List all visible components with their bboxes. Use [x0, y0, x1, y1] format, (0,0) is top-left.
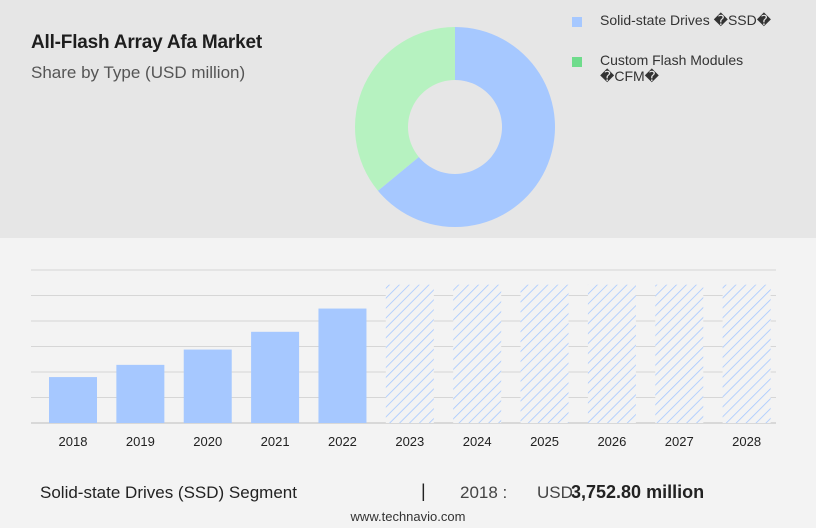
bar-marks	[49, 284, 771, 423]
tick-label-2027: 2027	[665, 434, 694, 449]
source-credit: www.technavio.com	[350, 509, 466, 524]
bar-2020	[183, 349, 232, 423]
bar-2024	[453, 284, 502, 423]
tick-label-2020: 2020	[193, 434, 222, 449]
tick-label-2018: 2018	[59, 434, 88, 449]
chart-title: All-Flash Array Afa Market	[31, 32, 262, 53]
tick-label-2023: 2023	[395, 434, 424, 449]
footer-segment-label: Solid-state Drives (SSD) Segment	[40, 483, 297, 502]
bar-2021	[251, 331, 300, 423]
legend-item-cfm: Custom Flash Modules �CFM�	[572, 52, 802, 84]
tick-labels: 2018 2019 2020 2021 2022 2023 2024 2025 2026 2027…	[59, 434, 762, 449]
donut-chart	[355, 27, 555, 228]
donut-slice-ssd	[377, 27, 555, 228]
bar-2018	[49, 377, 97, 423]
legend-item-ssd: Solid-state Drives �SSD�	[572, 12, 802, 28]
tick-label-2025: 2025	[530, 434, 559, 449]
bar-2027	[655, 284, 704, 423]
bar-2022	[318, 308, 367, 423]
tick-label-2028: 2028	[732, 434, 761, 449]
footer-value: 3,752.80 million	[571, 482, 705, 502]
tick-label-2022: 2022	[328, 434, 357, 449]
donut-slice-cfm	[355, 27, 455, 191]
tick-label-2021: 2021	[261, 434, 290, 449]
bar-2023	[385, 284, 434, 423]
chart-subtitle: Share by Type (USD million)	[31, 63, 246, 82]
bar-2026	[587, 284, 636, 423]
legend-swatch-ssd	[572, 17, 582, 27]
bar-2025	[520, 284, 569, 423]
footer-unit: USD	[537, 483, 573, 502]
legend: Solid-state Drives �SSD� Custom Flash Mo…	[572, 12, 802, 108]
bar-2028	[722, 284, 771, 423]
legend-label-cfm: Custom Flash Modules �CFM�	[600, 52, 744, 84]
footer-year: 2018 :	[460, 483, 508, 502]
tick-label-2024: 2024	[463, 434, 492, 449]
bar-2019	[116, 364, 165, 423]
tick-label-2019: 2019	[126, 434, 155, 449]
footer-separator: |	[421, 481, 426, 501]
legend-label-ssd: Solid-state Drives �SSD�	[600, 12, 772, 28]
bar-chart: 2018 2019 2020 2021 2022 2023 2024 2025 2026 2027…	[31, 269, 776, 449]
legend-swatch-cfm	[572, 57, 582, 67]
tick-label-2026: 2026	[597, 434, 626, 449]
